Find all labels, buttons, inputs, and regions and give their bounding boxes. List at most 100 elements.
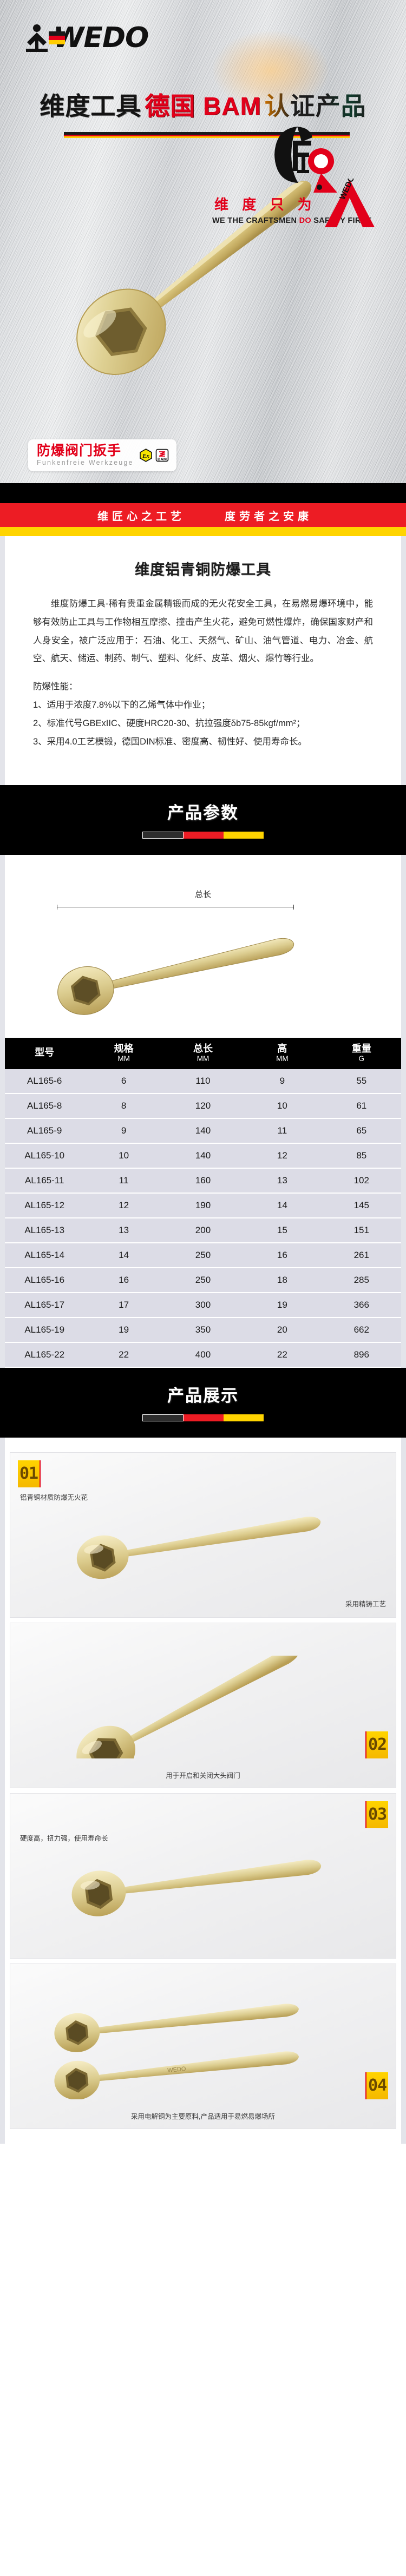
cell-value: 85 (322, 1143, 401, 1169)
th-size-unit: MM (117, 1054, 130, 1063)
dimension-diagram-section: 总长 (0, 854, 406, 1038)
strip-black-divider (0, 483, 406, 503)
th-model-label: 型号 (35, 1047, 55, 1058)
cell-value: 160 (163, 1168, 243, 1194)
showcase-shot-2: 02 用于开启和关闭大头阀门 (10, 1622, 396, 1788)
cell-model: AL165-9 (5, 1118, 84, 1144)
cell-value: 19 (84, 1317, 163, 1343)
strip-slogan-right: 度劳者之安康 (225, 510, 312, 523)
th-length-label: 总长 (193, 1043, 213, 1054)
showcase-shot-4: 04 采用电解铜为主要原料,产品适用于易燃易爆场所 WEDO (10, 1963, 396, 2129)
cell-value: 400 (163, 1342, 243, 1368)
cell-value: 18 (243, 1267, 322, 1293)
cell-value: 6 (84, 1069, 163, 1094)
cell-value: 250 (163, 1267, 243, 1293)
product-showcase: 01 铝青铜材质防爆无火花 采用精铸工艺 02 用于开启和关闭大头阀门 (0, 1437, 406, 2144)
shot-number-2: 02 (365, 1731, 388, 1758)
cell-value: 151 (322, 1217, 401, 1243)
cell-value: 8 (84, 1093, 163, 1119)
cell-value: 366 (322, 1292, 401, 1318)
headline-part-3: 认证产品 (264, 92, 366, 120)
headline-part-1: 维度工具 (40, 92, 142, 120)
cell-value: 15 (243, 1217, 322, 1243)
cell-value: 22 (84, 1342, 163, 1368)
table-row: AL165-14 14 250 16 261 (5, 1242, 401, 1268)
bam-certification-icon: BAM (155, 449, 168, 462)
bar-yellow-2 (224, 1414, 264, 1421)
cell-model: AL165-12 (5, 1193, 84, 1218)
table-row: AL165-8 8 120 10 61 (5, 1093, 401, 1119)
showcase-section-header: 产品展示 (0, 1367, 406, 1438)
wedo-figure-icon (26, 24, 48, 52)
description-paragraph: 维度防爆工具-稀有贵重金属精锻而成的无火花安全工具，在易燃易爆环境中，能够有效防… (33, 599, 373, 664)
shot-number-1: 01 (18, 1460, 41, 1487)
badge-title-cn: 防爆阀门扳手 (37, 443, 122, 458)
table-row: AL165-16 16 250 18 285 (5, 1267, 401, 1293)
cell-model: AL165-16 (5, 1267, 84, 1293)
cell-value: 12 (243, 1143, 322, 1169)
cell-value: 9 (243, 1069, 322, 1094)
dimension-measure-line (57, 904, 294, 910)
cft-mark-icon (274, 127, 312, 183)
red-wrench-icon (308, 148, 337, 193)
cell-value: 145 (322, 1193, 401, 1218)
cell-value: 261 (322, 1242, 401, 1268)
slogan-english: WE THE CRAFTSMEN DO SAFETY FIRST (212, 216, 371, 225)
hero-banner: WEDO 维度工具 德国 BAM 认证产品 维 度 只 为 WE THE CRAFT… (0, 0, 406, 483)
cell-value: 17 (84, 1292, 163, 1318)
cell-value: 102 (322, 1168, 401, 1194)
table-row: AL165-9 9 140 11 65 (5, 1118, 401, 1144)
shot-caption-1-top: 铝青铜材质防爆无火花 (20, 1493, 88, 1501)
product-photo-2 (76, 1655, 299, 1758)
brand-logo[interactable]: WEDO (25, 22, 149, 54)
cell-value: 110 (163, 1069, 243, 1094)
table-row: AL165-22 22 400 22 896 (5, 1342, 401, 1368)
svg-text:Ex: Ex (142, 453, 149, 459)
slogan-en-emphasis: DO (299, 216, 311, 225)
table-row: AL165-19 19 350 20 662 (5, 1317, 401, 1343)
params-section-header: 产品参数 (0, 785, 406, 855)
th-length: 总长 MM (163, 1037, 243, 1069)
badge-title-de: Funkenfreie Werkzeuge (37, 459, 134, 466)
bar-yellow (224, 831, 264, 839)
th-length-unit: MM (197, 1054, 209, 1063)
cell-model: AL165-13 (5, 1217, 84, 1243)
table-row: AL165-10 10 140 12 85 (5, 1143, 401, 1169)
cell-value: 250 (163, 1242, 243, 1268)
shot-caption-3-top: 硬度高，扭力强，使用寿命长 (20, 1834, 108, 1842)
cell-value: 9 (84, 1118, 163, 1144)
table-row: AL165-12 12 190 14 145 (5, 1193, 401, 1218)
cell-value: 200 (163, 1217, 243, 1243)
table-row: AL165-11 11 160 13 102 (5, 1168, 401, 1194)
performance-item-1: 1、适用于浓度7.8%以下的乙烯气体中作业； (33, 700, 211, 710)
cell-model: AL165-11 (5, 1168, 84, 1194)
showcase-shot-3: 03 硬度高，扭力强，使用寿命长 (10, 1793, 396, 1959)
table-row: AL165-13 13 200 15 151 (5, 1217, 401, 1243)
hero-product-wrench-image (76, 181, 311, 375)
page-title: 维度铝青铜防爆工具 (135, 562, 271, 578)
table-header-row: 型号 规格 MM 总长 MM 高 MM 重量 G (5, 1037, 401, 1069)
cell-model: AL165-6 (5, 1069, 84, 1094)
dimension-label-total-length: 总长 (194, 890, 211, 899)
performance-item-2: 2、标准代号GBExIIC、硬度HRC20-30、抗拉强度δb75-85kgf/… (33, 718, 305, 728)
cell-value: 190 (163, 1193, 243, 1218)
bar-red (184, 831, 224, 839)
cell-value: 285 (322, 1267, 401, 1293)
logo-wordmark: WEDO (53, 22, 149, 54)
table-row: AL165-6 6 110 9 55 (5, 1069, 401, 1094)
description-section: 维度铝青铜防爆工具 维度防爆工具-稀有贵重金属精锻而成的无火花安全工具，在易燃易… (0, 536, 406, 785)
slogan-chinese: 维 度 只 为 (214, 196, 317, 213)
th-model: 型号 (5, 1037, 84, 1069)
shot-caption-4-bottom: 采用电解铜为主要原料,产品适用于易燃易爆场所 (131, 2112, 275, 2120)
shot-number-4: 04 (365, 2072, 388, 2099)
flag-bars-decoration (142, 831, 264, 839)
th-height-unit: MM (276, 1054, 289, 1063)
shot-number-3: 03 (365, 1801, 388, 1828)
strip-yellow-divider (0, 527, 406, 536)
cell-model: AL165-17 (5, 1292, 84, 1318)
th-size-label: 规格 (114, 1043, 134, 1054)
th-height: 高 MM (243, 1037, 322, 1069)
svg-text:WEDO: WEDO (167, 2065, 187, 2074)
performance-item-3: 3、采用4.0工艺模锻，德国DIN标准、密度高、韧性好、使用寿命长。 (33, 736, 307, 747)
cell-value: 350 (163, 1317, 243, 1343)
